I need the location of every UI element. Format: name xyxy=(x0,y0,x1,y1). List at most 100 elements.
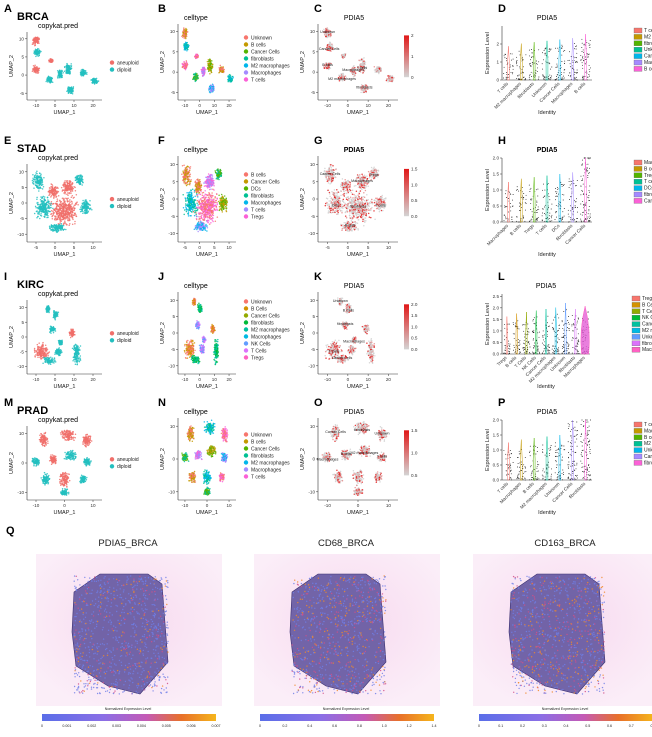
copykat-cell-point xyxy=(74,190,77,192)
violin-point xyxy=(557,77,559,79)
violin-point xyxy=(538,49,540,51)
celltype-cell-point xyxy=(219,68,221,70)
feature-cell-point xyxy=(328,43,330,45)
copykat-cell-point xyxy=(44,208,46,211)
copykat-cell-point xyxy=(35,55,37,58)
copykat-cell-point xyxy=(54,215,56,217)
violin-point xyxy=(536,63,538,65)
violin-point xyxy=(557,57,558,59)
violin-point xyxy=(589,71,591,73)
copykat-cell-point xyxy=(69,223,71,225)
violin-point xyxy=(564,60,566,62)
copykat-cell-point xyxy=(60,213,62,215)
celltype-ytick-label: 0 xyxy=(172,197,175,202)
copykat-cell-point xyxy=(43,196,46,198)
copykat-cell-point xyxy=(70,204,72,206)
feature-cell-point xyxy=(354,72,357,74)
violin-shape xyxy=(519,43,523,81)
violin-point xyxy=(574,77,576,79)
copykat-cell-point xyxy=(57,77,59,79)
feature-cell-point xyxy=(352,73,355,75)
violin-title: PDIA5 xyxy=(537,15,557,22)
copykat-cell-point xyxy=(33,183,35,185)
violin-point xyxy=(503,66,505,68)
violin-point xyxy=(542,52,543,54)
copykat-cell-point xyxy=(62,214,65,217)
violin-point xyxy=(583,60,585,62)
celltype-cell-point xyxy=(185,42,188,44)
violin-point xyxy=(581,64,583,66)
copykat-cell-point xyxy=(57,215,59,218)
violin-point xyxy=(518,50,520,52)
celltype-ytick-label: -10 xyxy=(168,231,175,236)
feature-ytick-label: 10 xyxy=(310,29,316,34)
copykat-xtick-label: 0 xyxy=(54,103,57,108)
copykat-cell-point xyxy=(62,72,64,74)
copykat-cell-point xyxy=(34,40,36,42)
celltype-cell-point xyxy=(212,217,214,219)
copykat-cell-point xyxy=(40,184,43,187)
legend-swatch-diploid xyxy=(109,67,115,72)
celltype-cell-point xyxy=(184,67,186,70)
copykat-cell-point xyxy=(64,184,66,187)
celltype-cell-point xyxy=(232,77,234,79)
copykat-cell-point xyxy=(52,207,54,210)
violin-point xyxy=(582,49,584,51)
violin-point xyxy=(530,65,531,67)
copykat-cell-point xyxy=(37,203,39,205)
copykat-cell-point xyxy=(59,73,62,75)
celltype-cell-point xyxy=(188,201,190,203)
copykat-xlabel: UMAP_1 xyxy=(53,110,75,116)
violin-point xyxy=(518,78,520,80)
copykat-cell-point xyxy=(69,69,71,71)
feature-cell-point xyxy=(389,79,392,81)
feature-cell-point xyxy=(362,62,364,64)
copykat-cell-point xyxy=(76,181,78,184)
violin-point xyxy=(517,75,519,77)
violin-point xyxy=(507,74,509,75)
cluster-label: fibroblasts xyxy=(356,86,373,90)
copykat-cell-point xyxy=(64,191,66,193)
celltype-cell-point xyxy=(187,215,190,217)
celltype-xtick-label: 10 xyxy=(212,103,218,108)
copykat-cell-point xyxy=(49,226,51,229)
feature-cell-point xyxy=(325,35,327,38)
violin-point xyxy=(505,54,506,55)
celltype-cell-point xyxy=(187,48,189,51)
celltype-cell-point xyxy=(195,55,198,58)
copykat-cell-point xyxy=(56,198,59,200)
copykat-cell-point xyxy=(52,230,54,232)
violin-point xyxy=(512,66,514,67)
feature-cell-point xyxy=(373,69,376,71)
copykat-cell-point xyxy=(51,190,54,193)
celltype-cell-point xyxy=(188,204,191,206)
celltype-cell-point xyxy=(201,71,204,74)
violin-point xyxy=(523,77,525,79)
cluster-label: B cells xyxy=(322,63,333,67)
copykat-cell-point xyxy=(67,68,69,71)
celltype-cell-point xyxy=(183,209,186,211)
copykat-cell-point xyxy=(50,209,53,212)
celltype-cell-point xyxy=(207,63,210,65)
copykat-cell-point xyxy=(43,206,46,208)
copykat-cell-point xyxy=(39,208,41,210)
feature-cell-point xyxy=(358,59,360,62)
celltype-cell-point xyxy=(184,167,187,169)
celltype-cell-point xyxy=(187,204,189,207)
celltype-cell-point xyxy=(185,60,188,62)
celltype-cell-point xyxy=(182,171,185,174)
copykat-cell-point xyxy=(38,42,40,44)
colorbar-tick: 2 xyxy=(411,33,414,38)
copykat-cell-point xyxy=(59,211,62,214)
violin-point xyxy=(574,48,575,50)
copykat-cell-point xyxy=(36,42,39,44)
copykat-cell-point xyxy=(51,81,54,83)
celltype-cell-point xyxy=(182,193,184,196)
copykat-cell-point xyxy=(59,221,61,223)
violin-point xyxy=(561,44,563,46)
violin-point xyxy=(548,76,550,78)
celltype-cell-point xyxy=(209,73,211,75)
copykat-cell-point xyxy=(58,225,61,227)
copykat-cell-point xyxy=(73,207,76,210)
copykat-cell-point xyxy=(33,174,36,177)
